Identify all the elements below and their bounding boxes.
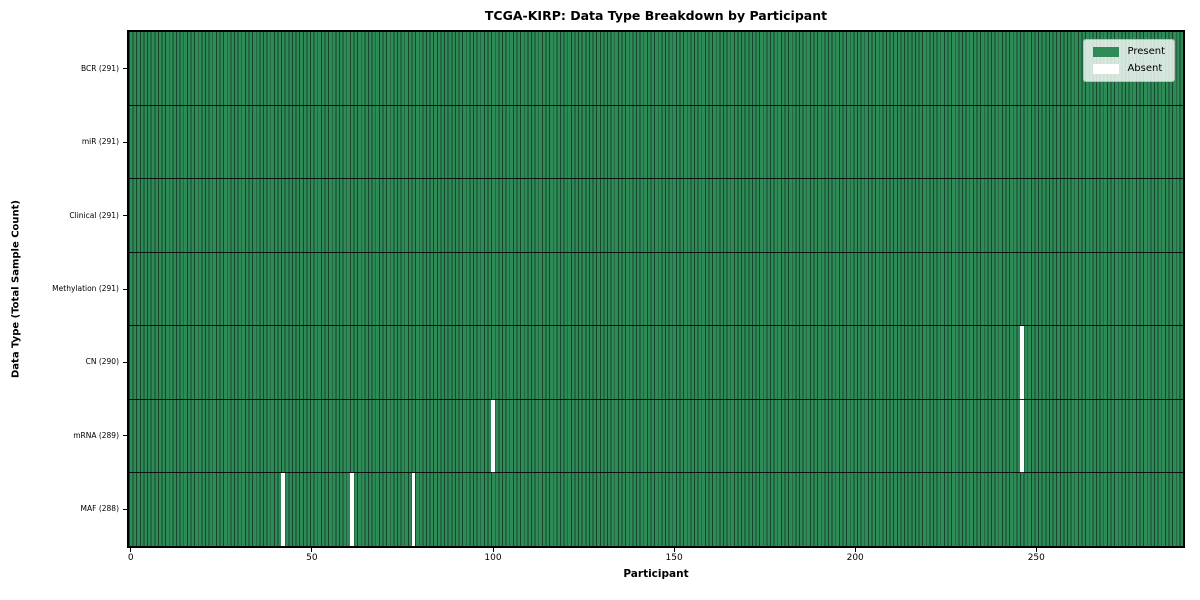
x-tick-label: 250 [1027,553,1045,563]
absent-mark [349,472,354,546]
row-separator [129,398,1183,400]
x-tick-mark [1035,548,1037,552]
y-axis-tick-marks [123,32,127,546]
row-separator [129,325,1183,327]
x-tick-label: 0 [127,553,134,563]
absent-mark [491,399,495,473]
y-tick-mark [123,215,127,217]
row-separator [129,251,1183,253]
y-tick-label: miR (291) [81,137,119,147]
x-axis-tick-marks [129,548,1183,552]
row-separator [129,178,1183,180]
heatmap-row-methylation [129,252,1183,326]
y-tick-label: Clinical (291) [69,210,119,220]
y-tick-label: CN (290) [85,357,119,367]
y-tick-mark [123,508,127,510]
y-axis-tick-labels: BCR (291) miR (291) Clinical (291) Methylat… [0,32,119,546]
absent-mark [281,472,285,546]
heatmap-row-bcr [129,32,1183,106]
x-tick-mark [311,548,313,552]
x-tick-label: 100 [484,553,502,563]
x-tick-label: 50 [306,553,318,563]
heatmap-row-clinical [129,178,1183,253]
legend-item-absent: Absent [1093,63,1165,75]
heatmap-row-maf [129,472,1183,546]
y-tick-mark [123,361,127,363]
row-separator [129,104,1183,106]
x-tick-mark [673,548,675,552]
x-tick-label: 150 [665,553,683,563]
x-tick-mark [492,548,494,552]
absent-mark [1020,399,1024,473]
x-axis-label: Participant [623,568,689,580]
x-tick-label: 200 [846,553,864,563]
heatmap-row-mir [129,105,1183,179]
y-tick-mark [123,435,127,437]
absent-mark [1020,325,1024,400]
legend-label-absent: Absent [1127,63,1163,74]
x-tick-mark [130,548,132,552]
legend-item-present: Present [1093,46,1165,58]
x-axis-tick-labels: 0 50 100 150 200 250 [128,553,1183,565]
row-separator [129,472,1183,474]
y-tick-label: BCR (291) [80,63,119,73]
x-tick-mark [854,548,856,552]
legend-label-present: Present [1127,46,1165,57]
heatmap-row-mrna [129,399,1183,473]
y-tick-label: Methylation (291) [52,284,119,293]
y-tick-mark [123,288,127,290]
absent-mark [411,472,416,546]
y-tick-mark [123,68,127,70]
y-tick-label: MAF (288) [80,504,119,514]
present-swatch [1093,47,1120,57]
y-tick-mark [123,141,127,143]
heatmap-row-cn [129,325,1183,400]
plot-area [127,30,1185,548]
y-tick-label: mRNA (289) [73,430,119,440]
legend: Present Absent [1083,39,1175,82]
absent-swatch [1093,64,1120,74]
chart-title: TCGA-KIRP: Data Type Breakdown by Partic… [484,8,828,23]
